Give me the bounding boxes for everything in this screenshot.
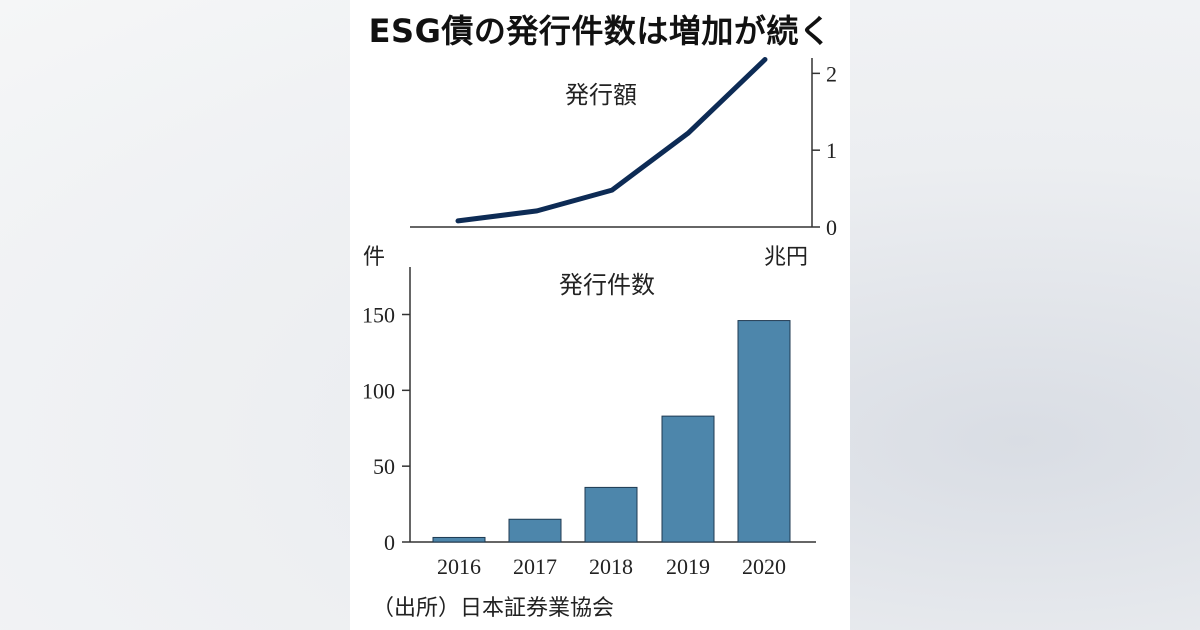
chart-title: ESG債の発行件数は増加が続く: [368, 12, 832, 50]
chart-panel: ESG債の発行件数は増加が続く 発行額 兆円 0 1 2 件 発行件数 0 50 100…: [350, 0, 850, 630]
line-chart-amount: 発行額 兆円 0 1 2: [410, 57, 837, 270]
bar-y-tick-label: 0: [384, 530, 395, 555]
source-note: （出所）日本証券業協会: [372, 596, 615, 621]
line-y-tick-label: 1: [826, 138, 837, 163]
bar-2017: [508, 518, 562, 543]
bar-y-tick-label: 100: [362, 378, 395, 403]
line-chart-title: 発行額: [565, 81, 637, 109]
bar-2020: [737, 320, 791, 543]
x-tick-label: 2017: [513, 554, 557, 579]
bar-chart-count: 件 発行件数 0 50 100 150 2016 2017 2018 2019 2020: [362, 245, 816, 579]
bar-y-tick-label: 50: [373, 454, 395, 479]
x-tick-label: 2020: [742, 554, 786, 579]
bar-chart-unit-label: 件: [363, 245, 385, 270]
line-series-amount: [455, 57, 768, 224]
bar-chart-title: 発行件数: [559, 271, 655, 299]
chart-figure: 発行額 兆円 0 1 2 件 発行件数 0 50 100 150 2016 2017 2018…: [362, 57, 837, 579]
x-tick-label: 2018: [589, 554, 633, 579]
bar-y-tick-label: 150: [362, 303, 395, 328]
bar-2016: [432, 536, 486, 543]
x-tick-label: 2019: [666, 554, 710, 579]
line-y-tick-label: 0: [826, 215, 837, 240]
line-chart-unit-label: 兆円: [764, 245, 808, 270]
bar-2019: [661, 415, 715, 543]
bar-2018: [584, 486, 638, 543]
x-tick-label: 2016: [437, 554, 481, 579]
line-y-tick-label: 2: [826, 61, 837, 86]
